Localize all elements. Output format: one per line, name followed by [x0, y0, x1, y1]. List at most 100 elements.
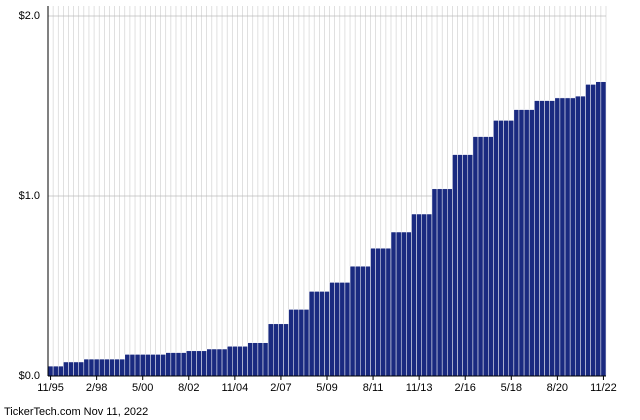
bar [580, 95, 586, 377]
bar [139, 354, 146, 377]
bar [78, 361, 85, 377]
bar [344, 282, 351, 377]
x-tick-label: 8/11 [363, 382, 384, 394]
bar [411, 213, 417, 377]
bar [226, 346, 233, 377]
bar [308, 291, 315, 377]
bar [52, 365, 59, 377]
bar [109, 358, 115, 377]
bar [518, 109, 525, 377]
bar [134, 354, 141, 377]
bar [488, 136, 494, 377]
bar [185, 350, 192, 377]
bar [575, 95, 581, 377]
bar [564, 97, 571, 377]
bar [549, 100, 556, 377]
bar [119, 358, 126, 377]
bar [272, 323, 279, 377]
bar [349, 265, 356, 377]
bar [114, 358, 120, 377]
bar [360, 265, 366, 377]
bar [324, 291, 330, 377]
bar [170, 352, 177, 377]
bar [216, 348, 223, 377]
bar [278, 323, 284, 377]
bar [421, 213, 428, 377]
bar [129, 354, 136, 377]
bar [293, 309, 300, 377]
bar [83, 358, 90, 377]
bar [57, 365, 64, 377]
bar [221, 348, 228, 377]
bar [431, 188, 438, 377]
bar [390, 231, 397, 377]
bar [452, 154, 458, 377]
bar [257, 342, 264, 377]
bar [232, 346, 238, 377]
bar [47, 365, 54, 377]
bar [339, 282, 346, 377]
bar [365, 265, 371, 377]
bar [334, 282, 341, 377]
x-tick-label: 11/22 [590, 382, 617, 394]
bar [585, 84, 591, 377]
bar [298, 309, 305, 377]
bar [569, 97, 576, 377]
bar [462, 154, 469, 377]
bar [267, 323, 274, 377]
bar [211, 348, 218, 377]
bar [237, 346, 243, 377]
bar [457, 154, 463, 377]
x-tick-label: 2/07 [270, 382, 291, 394]
bar [160, 354, 166, 377]
bar [400, 231, 407, 377]
bar [380, 247, 387, 377]
bar [252, 342, 259, 377]
bar [534, 100, 540, 377]
bar [247, 342, 254, 377]
bar [554, 97, 561, 377]
x-tick-label: 8/20 [547, 382, 568, 394]
bar [467, 154, 474, 377]
bar [472, 136, 479, 377]
x-tick-label: 2/98 [86, 382, 107, 394]
x-tick-label: 2/16 [455, 382, 476, 394]
bar [93, 358, 100, 377]
x-tick-label: 5/00 [132, 382, 153, 394]
footer: TickerTech.com Nov 11, 2022 [4, 406, 148, 418]
x-tick-label: 5/18 [501, 382, 522, 394]
y-tick-label: $2.0 [19, 10, 40, 22]
bar [528, 109, 535, 377]
bar [63, 361, 69, 377]
x-tick-label: 11/13 [406, 382, 433, 394]
bar [88, 358, 95, 377]
bar [513, 109, 520, 377]
bar [104, 358, 110, 377]
bar [180, 352, 187, 377]
bar [590, 84, 597, 377]
bar [559, 97, 566, 377]
bar [523, 109, 530, 377]
bar [385, 247, 392, 377]
y-tick-label: $1.0 [19, 190, 40, 202]
bar [98, 358, 105, 377]
bar [191, 350, 197, 377]
bar [313, 291, 320, 377]
bar [196, 350, 202, 377]
x-tick-label: 8/02 [178, 382, 199, 394]
bar [155, 354, 161, 377]
bar [508, 120, 515, 377]
x-tick-label: 11/95 [37, 382, 64, 394]
bar [262, 342, 269, 377]
bar [329, 282, 335, 377]
bar [145, 354, 151, 377]
bar [395, 231, 402, 377]
bar [165, 352, 172, 377]
bar [493, 120, 499, 377]
bar [482, 136, 489, 377]
bar [354, 265, 361, 377]
bar [370, 247, 376, 377]
bar [406, 231, 412, 377]
bar [283, 323, 289, 377]
